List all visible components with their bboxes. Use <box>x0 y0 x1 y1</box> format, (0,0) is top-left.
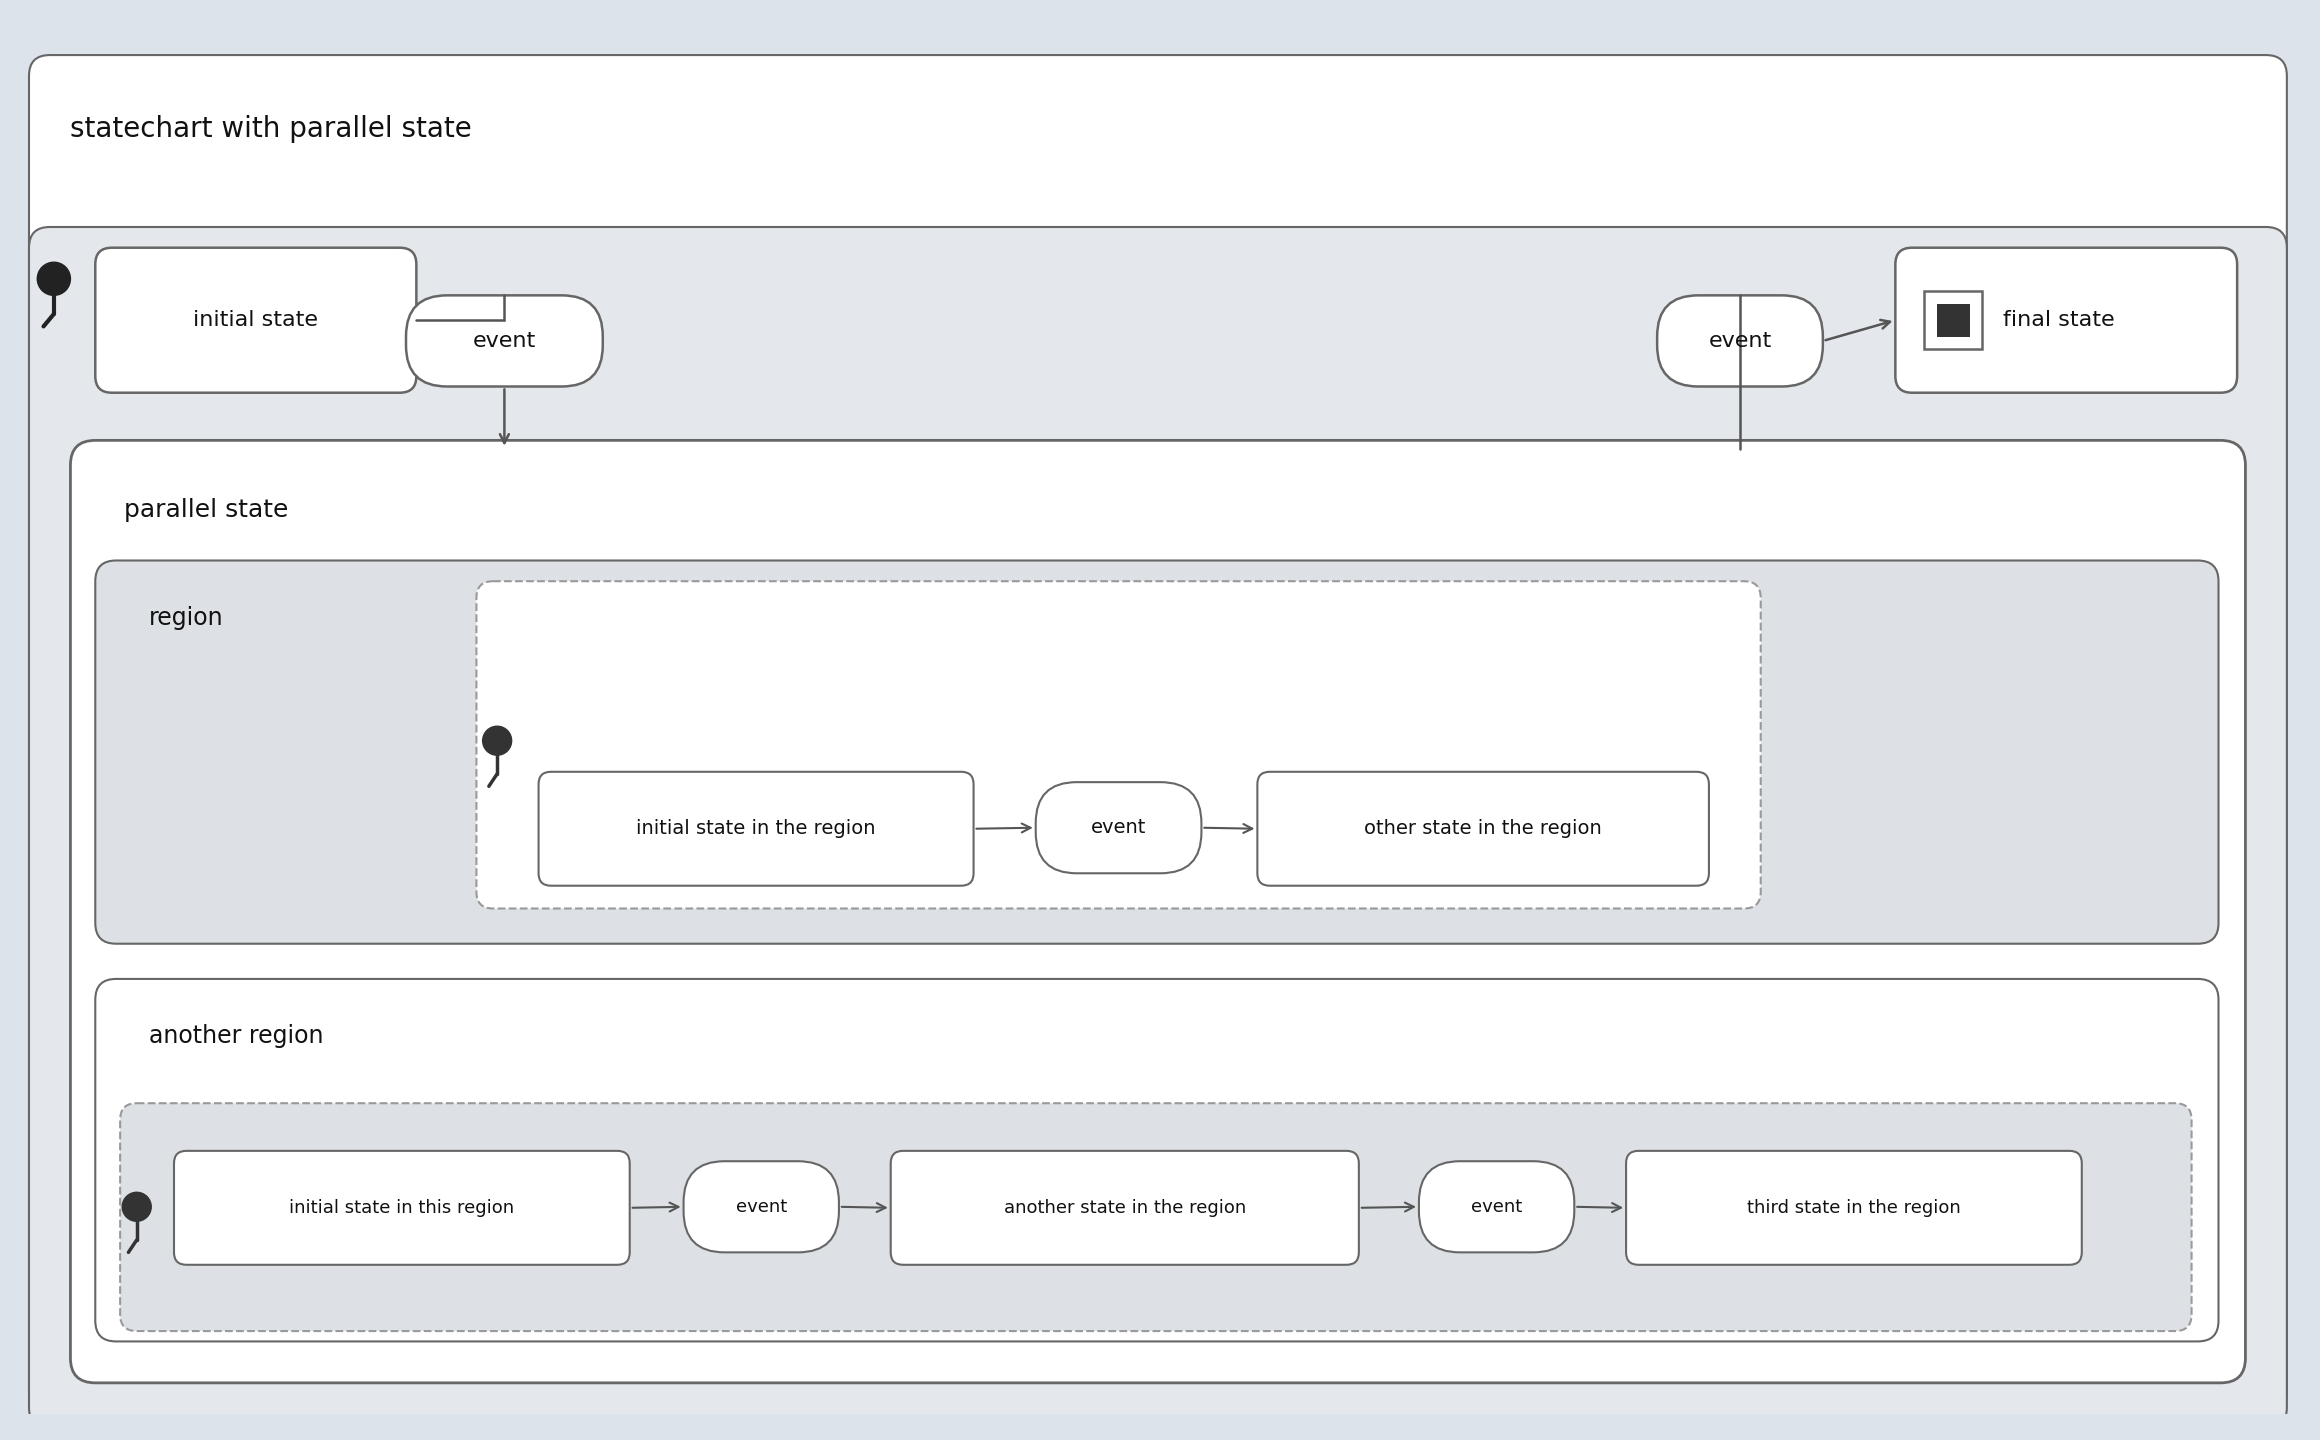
Text: event: event <box>1471 1198 1522 1215</box>
Text: third state in the region: third state in the region <box>1747 1200 1960 1217</box>
Text: event: event <box>473 331 536 351</box>
FancyBboxPatch shape <box>891 1151 1360 1264</box>
Text: event: event <box>1090 818 1146 837</box>
FancyBboxPatch shape <box>95 560 2218 943</box>
FancyBboxPatch shape <box>1626 1151 2081 1264</box>
Text: initial state in the region: initial state in the region <box>636 819 877 838</box>
FancyBboxPatch shape <box>70 441 2246 1382</box>
FancyBboxPatch shape <box>476 582 1761 909</box>
FancyBboxPatch shape <box>174 1151 629 1264</box>
Circle shape <box>483 726 513 755</box>
Text: parallel state: parallel state <box>125 498 288 523</box>
Bar <box>1923 291 1981 350</box>
FancyBboxPatch shape <box>1895 248 2236 393</box>
FancyBboxPatch shape <box>538 772 974 886</box>
Text: another state in the region: another state in the region <box>1005 1200 1246 1217</box>
FancyBboxPatch shape <box>95 248 415 393</box>
Text: event: event <box>735 1198 786 1215</box>
Text: another region: another region <box>148 1024 325 1048</box>
Bar <box>1937 304 1970 337</box>
FancyBboxPatch shape <box>95 979 2218 1342</box>
Text: other state in the region: other state in the region <box>1364 819 1603 838</box>
Circle shape <box>123 1192 151 1221</box>
Circle shape <box>37 262 70 295</box>
FancyBboxPatch shape <box>28 228 2288 1428</box>
Text: statechart with parallel state: statechart with parallel state <box>70 115 473 143</box>
FancyBboxPatch shape <box>1257 772 1710 886</box>
FancyBboxPatch shape <box>406 295 603 386</box>
FancyBboxPatch shape <box>121 1103 2192 1331</box>
FancyBboxPatch shape <box>1656 295 1824 386</box>
FancyBboxPatch shape <box>684 1161 840 1253</box>
Text: region: region <box>148 606 223 631</box>
Text: event: event <box>1708 331 1772 351</box>
FancyBboxPatch shape <box>28 55 2288 1414</box>
Text: final state: final state <box>2002 310 2116 330</box>
FancyBboxPatch shape <box>1420 1161 1575 1253</box>
Text: initial state in this region: initial state in this region <box>290 1200 515 1217</box>
Text: initial state: initial state <box>193 310 318 330</box>
FancyBboxPatch shape <box>1035 782 1202 873</box>
